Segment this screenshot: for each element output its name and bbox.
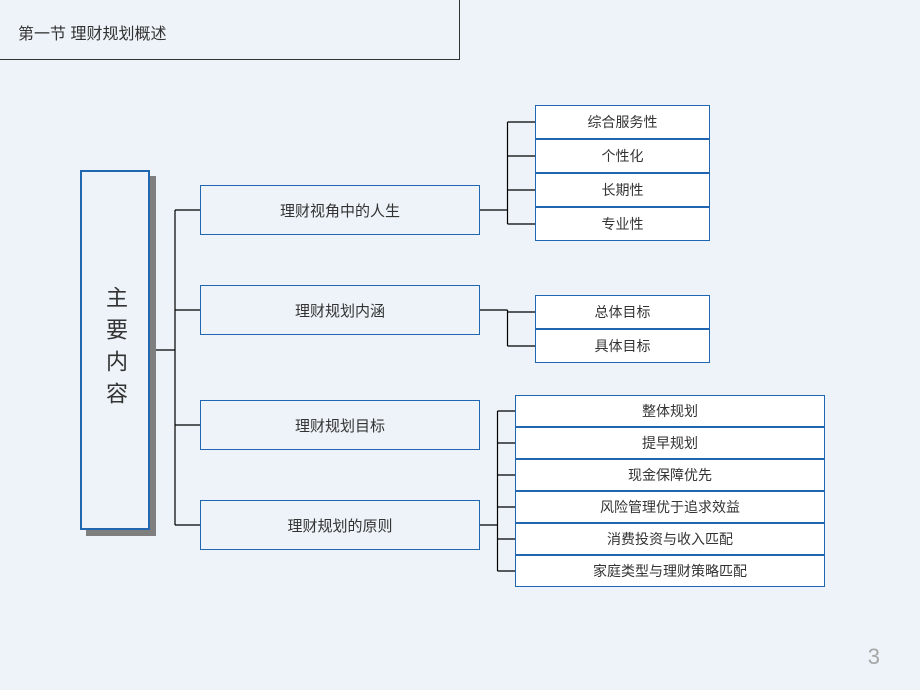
leaf-node: 风险管理优于追求效益 <box>515 491 825 523</box>
mid-node: 理财规划目标 <box>200 400 480 450</box>
leaf-node: 提早规划 <box>515 427 825 459</box>
mid-node: 理财规划内涵 <box>200 285 480 335</box>
root-node: 主要内容 <box>80 170 150 530</box>
mid-node: 理财规划的原则 <box>200 500 480 550</box>
mid-node: 理财视角中的人生 <box>200 185 480 235</box>
leaf-node: 消费投资与收入匹配 <box>515 523 825 555</box>
leaf-node: 综合服务性 <box>535 105 710 139</box>
leaf-node: 总体目标 <box>535 295 710 329</box>
leaf-node: 专业性 <box>535 207 710 241</box>
leaf-node: 个性化 <box>535 139 710 173</box>
leaf-node: 现金保障优先 <box>515 459 825 491</box>
page-number: 3 <box>868 644 880 670</box>
section-title: 第一节 理财规划概述 <box>0 0 460 60</box>
section-title-text: 第一节 理财规划概述 <box>18 26 166 43</box>
leaf-node: 具体目标 <box>535 329 710 363</box>
root-label: 主要内容 <box>99 286 131 414</box>
leaf-node: 整体规划 <box>515 395 825 427</box>
leaf-node: 家庭类型与理财策略匹配 <box>515 555 825 587</box>
leaf-node: 长期性 <box>535 173 710 207</box>
